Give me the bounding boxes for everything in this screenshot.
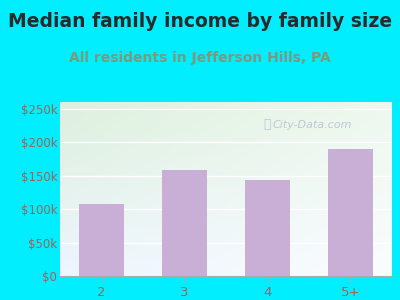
Bar bbox=[328, 149, 373, 276]
Text: Ⓜ: Ⓜ bbox=[264, 118, 271, 131]
Text: All residents in Jefferson Hills, PA: All residents in Jefferson Hills, PA bbox=[69, 51, 331, 65]
Bar bbox=[79, 204, 124, 276]
Bar bbox=[245, 180, 290, 276]
Bar bbox=[162, 170, 207, 276]
Text: Median family income by family size: Median family income by family size bbox=[8, 12, 392, 31]
Text: City-Data.com: City-Data.com bbox=[272, 120, 352, 130]
